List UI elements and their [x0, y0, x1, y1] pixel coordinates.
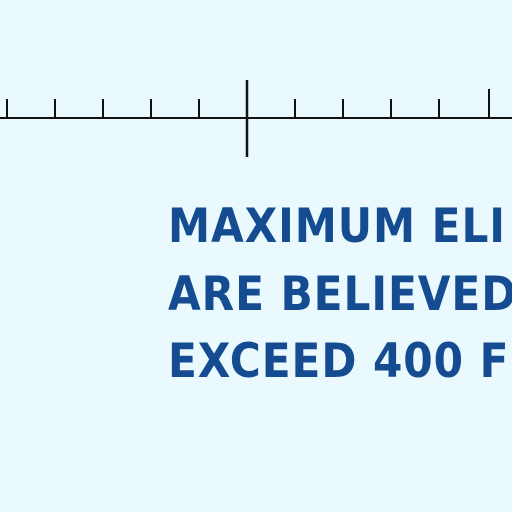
- map-note-line: EXCEED 400 F: [168, 334, 510, 389]
- map-note-line: MAXIMUM ELI: [168, 199, 506, 254]
- map-note-line: ARE BELIEVED: [168, 267, 512, 322]
